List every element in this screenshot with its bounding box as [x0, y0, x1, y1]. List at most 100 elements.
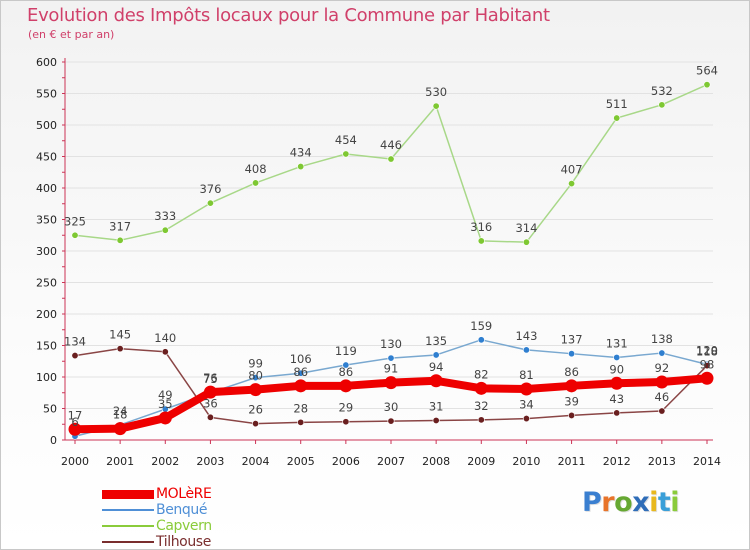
- legend-swatch: [102, 509, 154, 511]
- x-tick-label: 2009: [467, 455, 495, 468]
- data-label: 316: [470, 220, 492, 234]
- logo-letter: o: [614, 487, 633, 518]
- data-label: 86: [339, 365, 354, 379]
- data-point: [474, 381, 488, 395]
- data-label: 408: [245, 162, 267, 176]
- legend-swatch: [102, 541, 154, 543]
- data-label: 46: [655, 390, 670, 404]
- data-point: [703, 81, 711, 89]
- legend-item: Benqué: [102, 502, 207, 518]
- y-tick-label: 450: [36, 151, 57, 164]
- y-tick-label: 550: [36, 88, 57, 101]
- data-label: 118: [696, 345, 718, 359]
- data-label: 98: [700, 357, 715, 371]
- data-label: 92: [655, 361, 670, 375]
- proxiti-logo: Proxiti: [582, 487, 680, 518]
- data-point: [161, 348, 169, 356]
- legend-label: Capvern: [156, 518, 212, 534]
- data-point: [655, 375, 669, 389]
- x-tick-label: 2008: [422, 455, 450, 468]
- series-layer: [68, 81, 714, 440]
- data-label: 49: [158, 388, 173, 402]
- data-point: [342, 150, 350, 158]
- data-label: 511: [606, 97, 628, 111]
- x-tick-label: 2000: [61, 455, 89, 468]
- data-point: [71, 352, 79, 360]
- x-tick-label: 2003: [196, 455, 224, 468]
- data-label: 138: [651, 332, 673, 346]
- data-label: 29: [339, 401, 354, 415]
- y-tick-label: 50: [43, 403, 57, 416]
- data-point: [568, 180, 576, 188]
- data-label: 106: [290, 352, 312, 366]
- legend-swatch: [102, 489, 154, 499]
- data-point: [613, 353, 621, 361]
- data-point: [658, 349, 666, 357]
- data-point: [252, 179, 260, 187]
- data-label: 143: [515, 329, 537, 343]
- data-label: 86: [564, 365, 579, 379]
- data-point: [477, 416, 485, 424]
- data-point: [477, 237, 485, 245]
- data-label: 564: [696, 64, 718, 78]
- data-point: [384, 376, 398, 390]
- data-point: [432, 416, 440, 424]
- data-point: [158, 411, 172, 425]
- logo-letter: P: [582, 487, 602, 518]
- data-label: 81: [519, 368, 534, 382]
- data-point: [297, 163, 305, 171]
- data-label: 28: [293, 401, 308, 415]
- data-label: 135: [425, 334, 447, 348]
- chart-subtitle: (en € et par an): [28, 28, 115, 41]
- data-point: [342, 361, 350, 369]
- x-tick-label: 2010: [512, 455, 540, 468]
- data-label: 434: [290, 146, 312, 160]
- data-point: [432, 102, 440, 110]
- series-3: [71, 345, 711, 428]
- series-0: [68, 371, 714, 436]
- data-point: [387, 354, 395, 362]
- data-label: 36: [203, 396, 218, 410]
- chart-title: Evolution des Impôts locaux pour la Comm…: [27, 5, 550, 26]
- data-label: 131: [606, 336, 628, 350]
- data-label: 17: [68, 408, 83, 422]
- logo-letter: i: [649, 487, 658, 518]
- x-tick-label: 2007: [377, 455, 405, 468]
- data-point: [429, 374, 443, 388]
- logo-letter: t: [657, 487, 671, 518]
- data-point: [206, 199, 214, 207]
- x-tick-label: 2011: [558, 455, 586, 468]
- data-label: 140: [154, 331, 176, 345]
- data-point: [610, 376, 624, 390]
- data-label: 454: [335, 133, 357, 147]
- legend-item: MOLèRE: [102, 486, 212, 502]
- data-point: [613, 114, 621, 122]
- logo-letter: i: [670, 487, 680, 518]
- y-tick-label: 150: [36, 340, 57, 353]
- value-label-layer: 6 24 49 75 99 106 119 130 135 159 143 137 131 138 120 3…: [64, 64, 718, 430]
- data-point: [252, 374, 260, 382]
- data-label: 30: [384, 400, 399, 414]
- data-point: [113, 422, 127, 436]
- data-label: 333: [154, 209, 176, 223]
- data-point: [387, 155, 395, 163]
- data-label: 90: [609, 362, 624, 376]
- data-label: 134: [64, 335, 86, 349]
- data-label: 314: [515, 221, 537, 235]
- data-label: 32: [474, 399, 489, 413]
- data-point: [342, 418, 350, 426]
- data-label: 159: [470, 319, 492, 333]
- data-label: 43: [609, 392, 624, 406]
- logo-letter: r: [601, 487, 615, 518]
- data-point: [161, 226, 169, 234]
- data-point: [297, 418, 305, 426]
- x-tick-label: 2005: [287, 455, 315, 468]
- data-point: [522, 415, 530, 423]
- data-label: 91: [384, 362, 399, 376]
- data-point: [339, 379, 353, 393]
- data-label: 99: [248, 357, 263, 371]
- data-point: [116, 236, 124, 244]
- data-label: 80: [248, 369, 263, 383]
- data-label: 18: [113, 408, 128, 422]
